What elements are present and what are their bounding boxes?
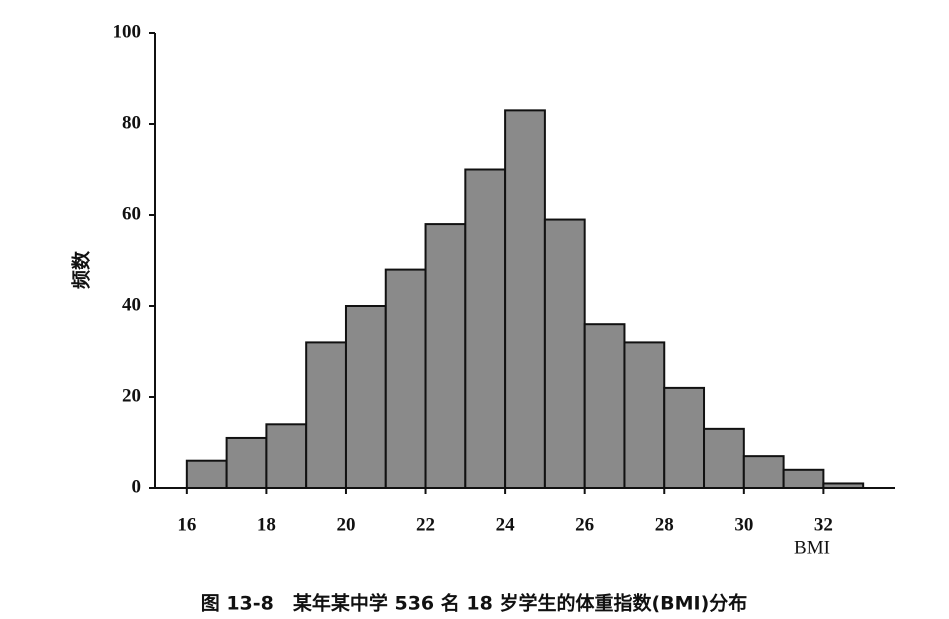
x-tick-label: 16: [177, 514, 196, 535]
y-tick-label: 100: [113, 21, 142, 42]
bar: [543, 218, 586, 490]
y-tick-label: 40: [122, 294, 141, 315]
bar: [504, 109, 546, 489]
bar: [424, 223, 467, 489]
x-axis-label: BMI: [794, 537, 830, 558]
bar: [663, 386, 706, 489]
chart-title: 图 13-8 某年某中学 536 名 18 岁学生的体重指数(BMI)分布: [201, 592, 748, 615]
x-tick-label: 30: [734, 514, 753, 535]
bar: [464, 168, 507, 489]
bar: [185, 459, 228, 490]
bar: [782, 468, 825, 489]
x-tick-label: 18: [257, 514, 276, 535]
x-tick-label: 22: [416, 514, 435, 535]
bar: [305, 341, 347, 489]
bar: [344, 305, 387, 489]
bar: [623, 341, 666, 489]
bar: [742, 455, 785, 489]
x-tick-label: 20: [336, 514, 355, 535]
bar: [225, 436, 268, 490]
bar: [583, 323, 626, 490]
y-tick-label: 60: [122, 203, 141, 224]
x-tick-label: 32: [814, 514, 833, 535]
bar: [703, 427, 745, 490]
x-tick-label: 26: [575, 514, 594, 535]
y-tick-label: 0: [132, 476, 142, 497]
x-tick-label: 28: [655, 514, 674, 535]
bar: [384, 268, 427, 489]
x-tick-label: 24: [496, 514, 516, 535]
y-tick-label: 80: [122, 112, 141, 133]
y-axis-label: 频数: [70, 250, 93, 289]
y-tick-label: 20: [122, 385, 141, 406]
bar: [265, 423, 308, 489]
